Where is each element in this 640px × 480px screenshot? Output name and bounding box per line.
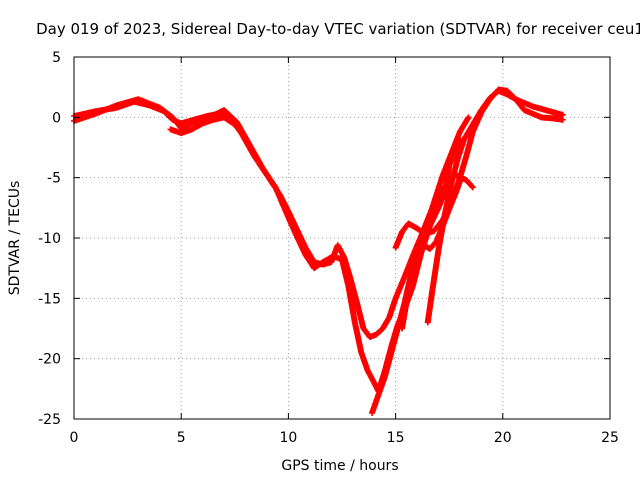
y-tick-label: -15 <box>38 291 61 307</box>
series-track-2 <box>71 96 463 395</box>
x-tick-label: 15 <box>387 430 405 446</box>
y-tick-label: -20 <box>38 352 61 368</box>
data-point <box>559 116 566 123</box>
y-tick-label: 5 <box>52 50 61 66</box>
y-tick-label: -10 <box>38 231 61 247</box>
grid-lines <box>74 57 610 419</box>
y-tick-label: 0 <box>52 110 61 126</box>
x-axis-label: GPS time / hours <box>281 458 398 474</box>
series-track-6 <box>392 86 566 251</box>
data-point <box>231 121 238 128</box>
x-tick-labels: 0 5 10 15 20 25 <box>70 430 619 446</box>
y-tick-label: -25 <box>38 412 61 428</box>
y-tick-label: -5 <box>47 171 61 187</box>
y-axis-label: SDTVAR / TECUs <box>7 181 23 296</box>
series-track-7 <box>167 114 238 137</box>
x-tick-label: 10 <box>279 430 297 446</box>
x-tick-label: 20 <box>494 430 512 446</box>
data-point <box>469 184 476 191</box>
x-tick-label: 5 <box>177 430 186 446</box>
axes <box>73 56 611 420</box>
series-track-5 <box>424 87 566 326</box>
data-point <box>465 114 472 121</box>
x-tick-label: 25 <box>601 430 619 446</box>
data-series <box>71 86 566 416</box>
x-tick-label: 0 <box>70 430 79 446</box>
series-track-1 <box>71 98 476 340</box>
data-point <box>468 183 475 190</box>
y-tick-labels: 5 0 -5 -10 -15 -20 -25 <box>38 50 61 428</box>
chart-title: Day 019 of 2023, Sidereal Day-to-day VTE… <box>36 20 640 38</box>
